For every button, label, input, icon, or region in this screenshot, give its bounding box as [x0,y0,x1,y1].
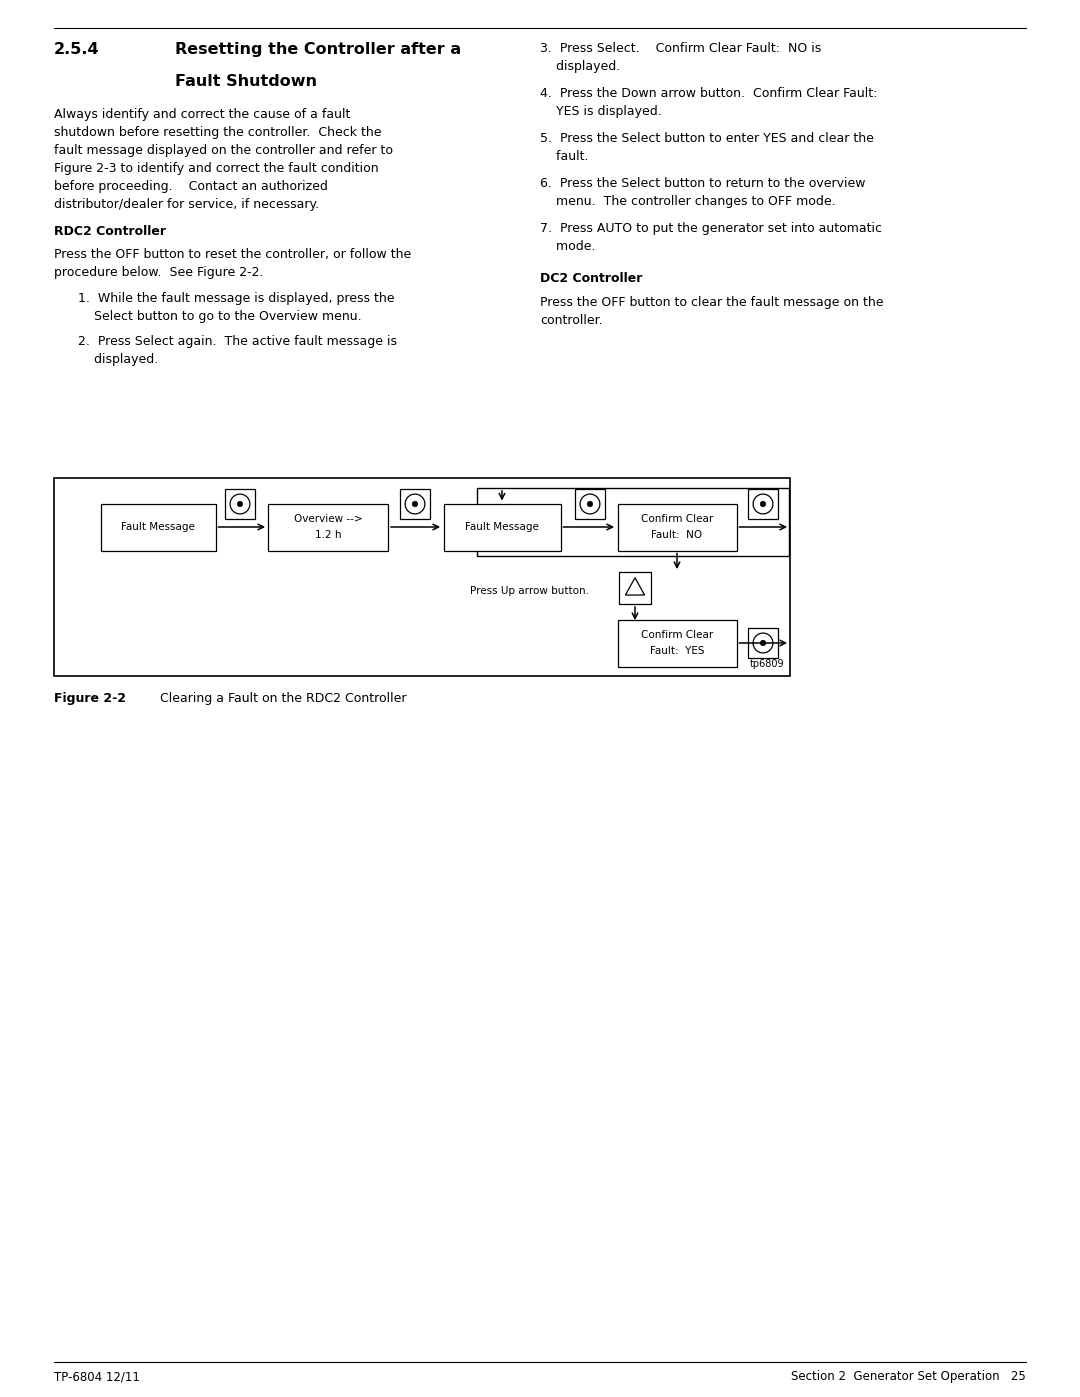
Text: 6.  Press the Select button to return to the overview: 6. Press the Select button to return to … [540,177,865,190]
Bar [619,571,651,604]
Text: tp6809: tp6809 [750,659,784,669]
Text: DC2 Controller: DC2 Controller [540,272,643,285]
Circle shape [760,640,766,645]
Text: Figure 2-2: Figure 2-2 [54,692,126,705]
Bar [444,503,561,550]
Text: fault.: fault. [540,149,589,163]
Text: mode.: mode. [540,240,595,253]
Bar [400,489,430,520]
Bar [477,488,789,556]
Text: Press the OFF button to clear the fault message on the: Press the OFF button to clear the fault … [540,296,883,309]
Text: Confirm Clear: Confirm Clear [640,514,713,524]
Circle shape [580,495,599,514]
Text: Press Up arrow button.: Press Up arrow button. [470,585,589,597]
Text: menu.  The controller changes to OFF mode.: menu. The controller changes to OFF mode… [540,196,836,208]
Text: Figure 2-3 to identify and correct the fault condition: Figure 2-3 to identify and correct the f… [54,162,379,175]
Polygon shape [625,578,645,595]
Text: 1.2 h: 1.2 h [314,531,341,541]
Text: 4.  Press the Down arrow button.  Confirm Clear Fault:: 4. Press the Down arrow button. Confirm … [540,87,877,101]
Text: Fault:  YES: Fault: YES [650,647,704,657]
Bar [54,478,789,676]
Circle shape [753,633,773,652]
Bar [748,629,778,658]
Text: displayed.: displayed. [540,60,620,73]
Text: Fault Shutdown: Fault Shutdown [175,74,318,89]
Text: Fault Message: Fault Message [465,522,539,532]
Text: YES is displayed.: YES is displayed. [540,105,662,117]
Text: 5.  Press the Select button to enter YES and clear the: 5. Press the Select button to enter YES … [540,131,874,145]
Circle shape [753,495,773,514]
Text: displayed.: displayed. [78,353,159,366]
Text: 1.  While the fault message is displayed, press the: 1. While the fault message is displayed,… [78,292,394,305]
Circle shape [760,502,766,507]
Text: controller.: controller. [540,314,603,327]
Text: 2.  Press Select again.  The active fault message is: 2. Press Select again. The active fault … [78,335,397,348]
Bar [268,503,388,550]
Text: Fault:  NO: Fault: NO [651,531,703,541]
Text: 2.5.4: 2.5.4 [54,42,99,57]
Text: 3.  Press Select.    Confirm Clear Fault:  NO is: 3. Press Select. Confirm Clear Fault: NO… [540,42,821,54]
Text: Overview -->: Overview --> [294,514,362,524]
Bar [225,489,255,520]
Circle shape [238,502,243,507]
Bar [575,489,605,520]
Text: 7.  Press AUTO to put the generator set into automatic: 7. Press AUTO to put the generator set i… [540,222,882,235]
Text: shutdown before resetting the controller.  Check the: shutdown before resetting the controller… [54,126,381,138]
Bar [618,619,737,666]
Circle shape [230,495,249,514]
Text: Fault Message: Fault Message [121,522,194,532]
Text: TP-6804 12/11: TP-6804 12/11 [54,1370,140,1383]
Bar [748,489,778,520]
Circle shape [588,502,593,507]
Text: Select button to go to the Overview menu.: Select button to go to the Overview menu… [78,310,362,323]
Circle shape [405,495,424,514]
Text: Press the OFF button to reset the controller, or follow the: Press the OFF button to reset the contro… [54,249,411,261]
Text: RDC2 Controller: RDC2 Controller [54,225,166,237]
Circle shape [413,502,418,507]
Text: before proceeding.    Contact an authorized: before proceeding. Contact an authorized [54,180,328,193]
Text: Always identify and correct the cause of a fault: Always identify and correct the cause of… [54,108,350,122]
Text: Section 2  Generator Set Operation   25: Section 2 Generator Set Operation 25 [792,1370,1026,1383]
Text: Confirm Clear: Confirm Clear [640,630,713,640]
Text: procedure below.  See Figure 2-2.: procedure below. See Figure 2-2. [54,267,264,279]
Bar [618,503,737,550]
Bar [100,503,216,550]
Text: fault message displayed on the controller and refer to: fault message displayed on the controlle… [54,144,393,156]
Text: distributor/dealer for service, if necessary.: distributor/dealer for service, if neces… [54,198,319,211]
Text: Resetting the Controller after a: Resetting the Controller after a [175,42,461,57]
Text: Clearing a Fault on the RDC2 Controller: Clearing a Fault on the RDC2 Controller [160,692,406,705]
